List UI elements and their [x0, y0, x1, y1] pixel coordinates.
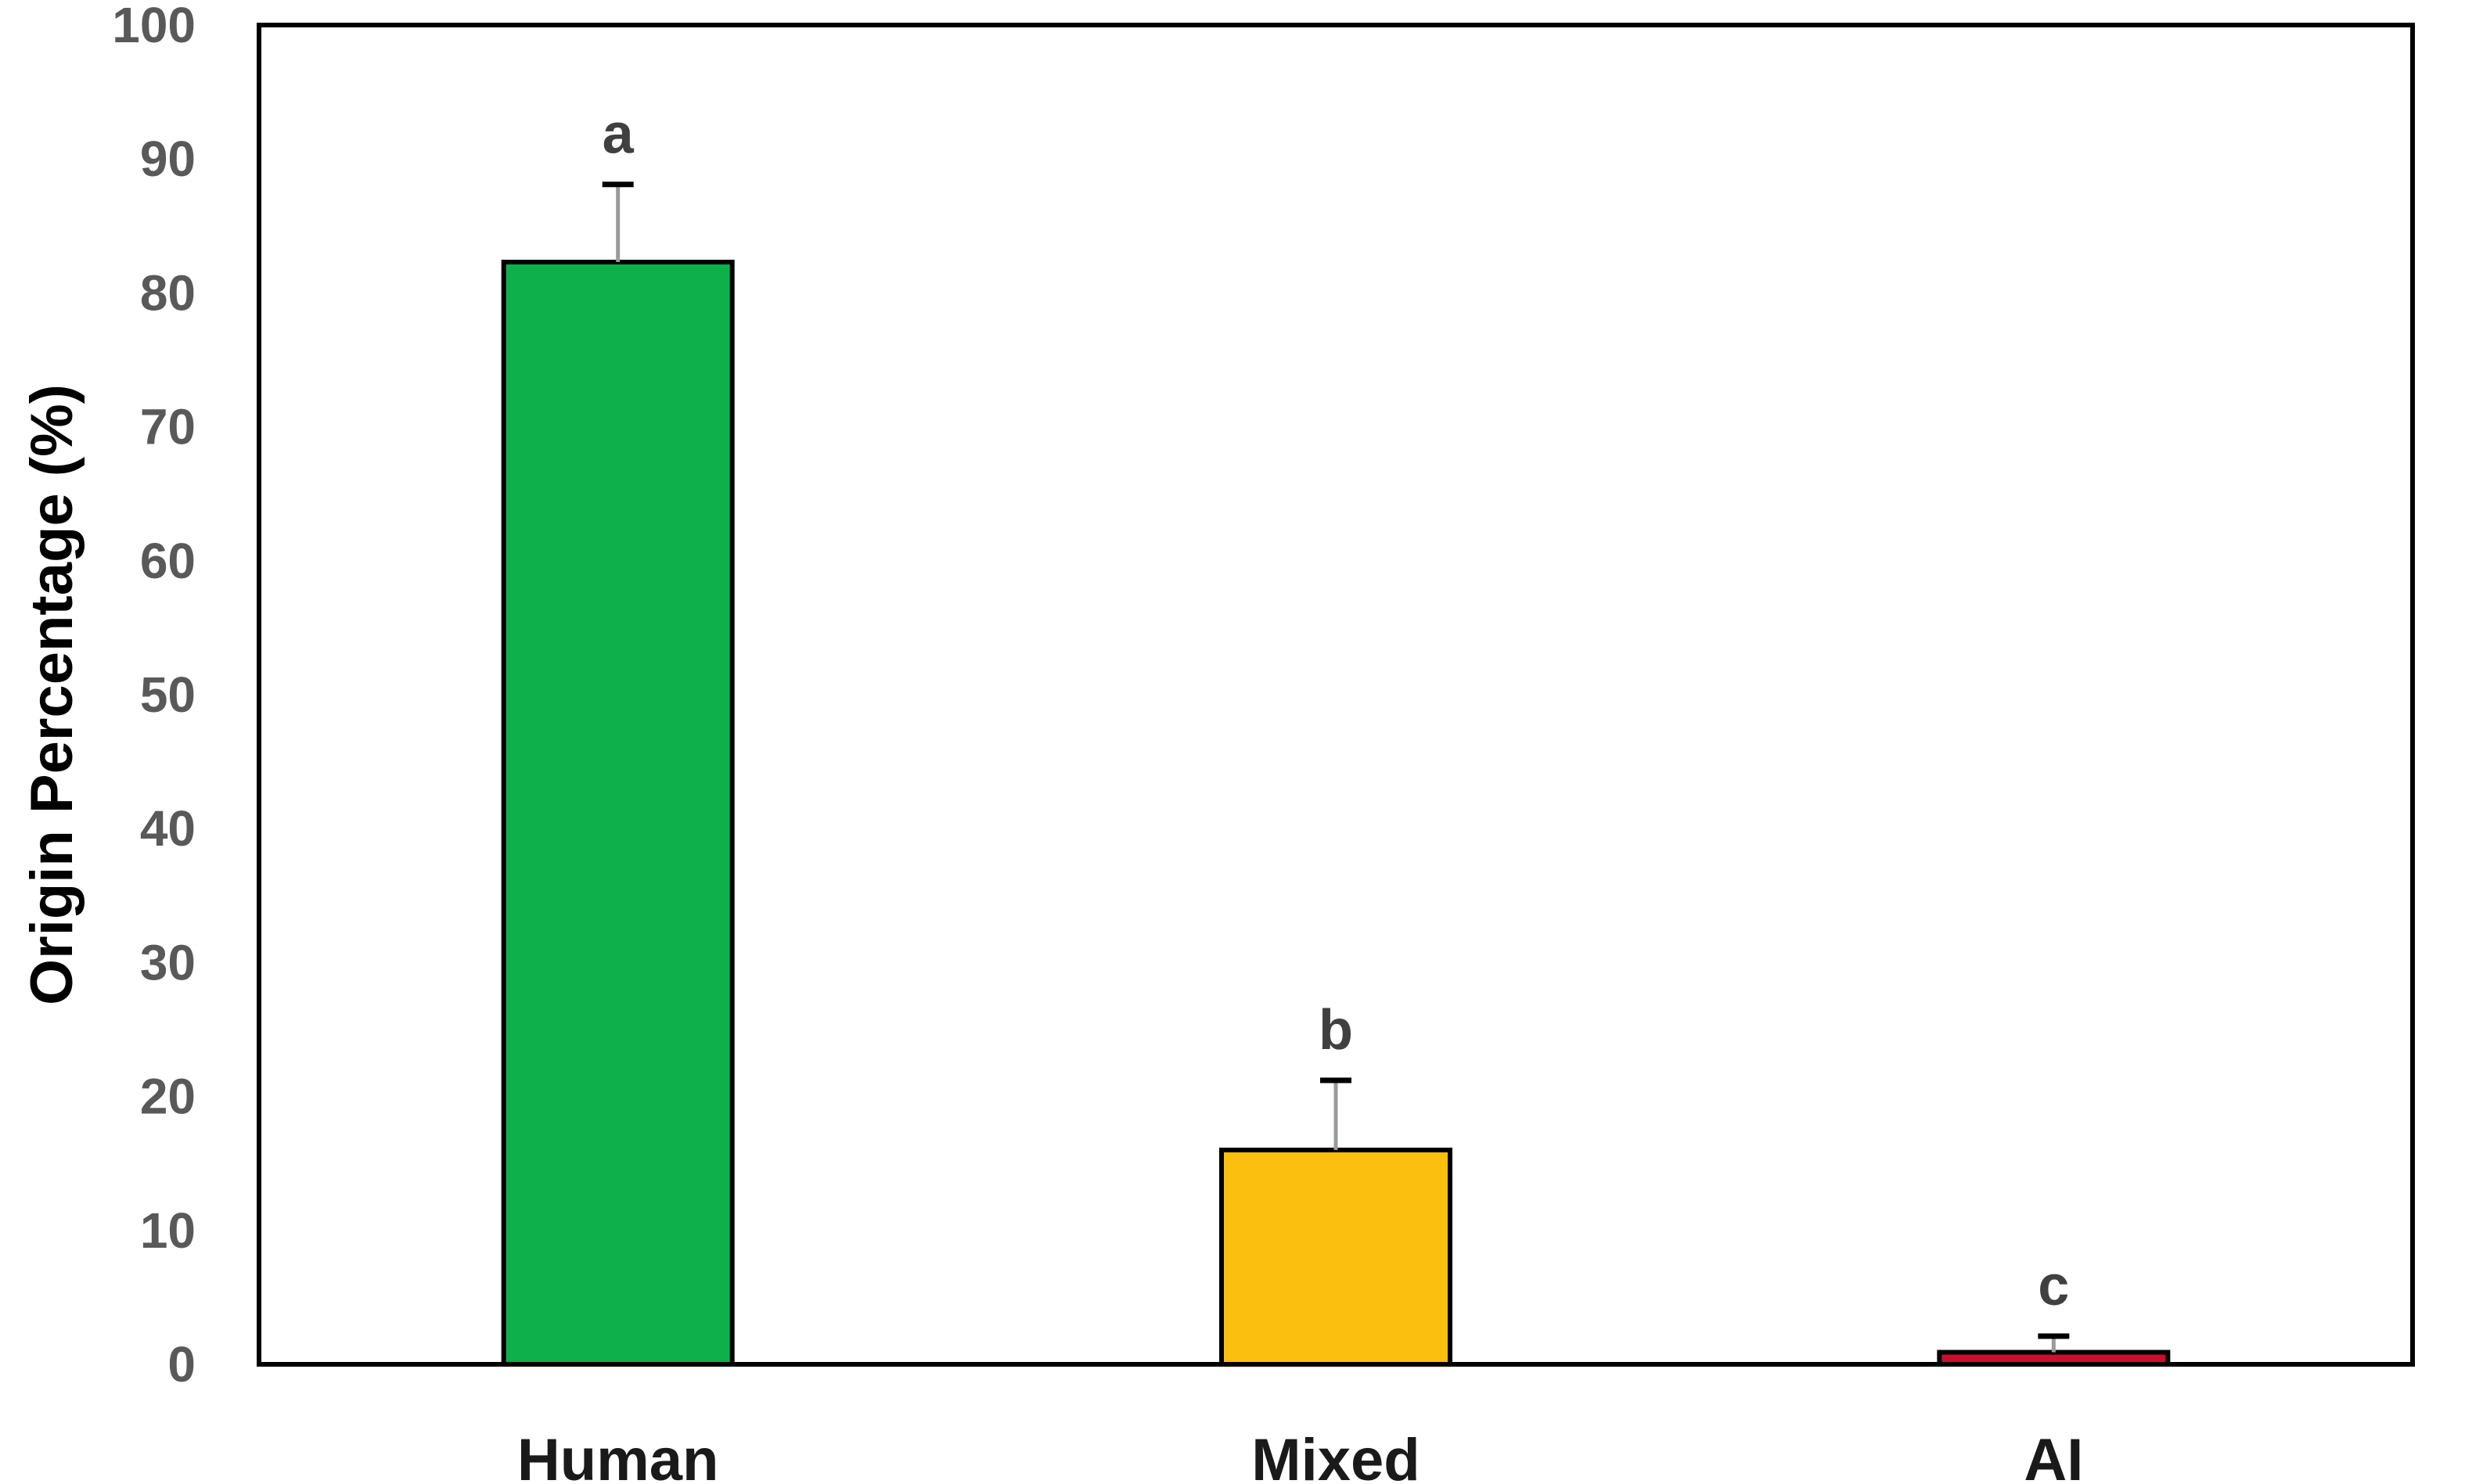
significance-letter: b: [1319, 999, 1353, 1062]
x-category-label: Mixed: [1251, 1427, 1420, 1484]
y-tick-label: 10: [140, 1202, 196, 1259]
y-tick-label: 80: [140, 264, 196, 321]
y-tick-label: 40: [140, 800, 196, 857]
x-category-label: AI: [2024, 1427, 2083, 1484]
y-tick-label: 90: [140, 131, 196, 187]
x-category-label: Human: [517, 1427, 719, 1484]
significance-letter: c: [2038, 1255, 2069, 1317]
y-tick-label: 60: [140, 533, 196, 589]
bar-mixed: [1219, 1148, 1452, 1367]
bar-human: [501, 260, 735, 1367]
y-axis-title: Origin Percentage (%): [19, 384, 85, 1005]
y-tick-label: 30: [140, 934, 196, 990]
bar-ai: [1937, 1349, 2171, 1367]
y-tick-label: 70: [140, 399, 196, 455]
y-tick-label: 20: [140, 1069, 196, 1125]
y-tick-label: 0: [167, 1336, 196, 1392]
significance-letter: a: [603, 103, 635, 166]
y-tick-label: 100: [112, 0, 196, 53]
y-tick-label: 50: [140, 667, 196, 723]
